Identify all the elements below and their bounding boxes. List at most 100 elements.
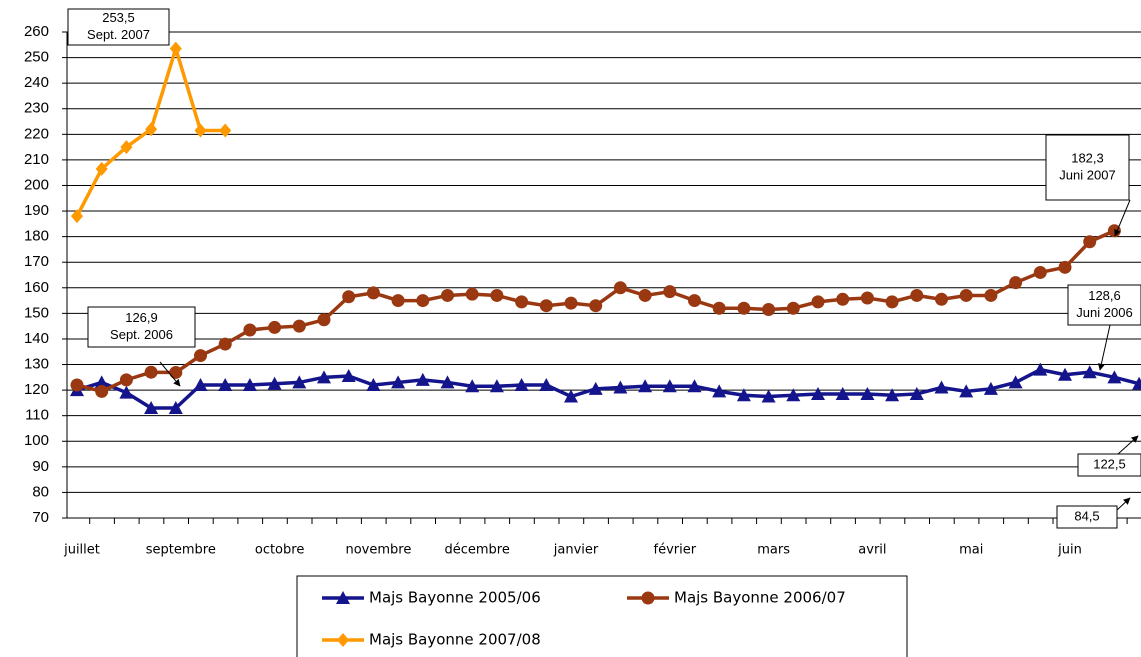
marker <box>761 389 776 403</box>
annotation-text: 182,3 <box>1071 150 1104 165</box>
marker <box>1009 276 1023 290</box>
marker <box>514 377 529 391</box>
y-tick-label: 250 <box>24 49 49 66</box>
marker <box>638 288 652 302</box>
marker <box>1082 365 1097 379</box>
y-tick-label: 120 <box>24 381 49 398</box>
annotation-box <box>67 8 170 46</box>
marker <box>440 375 455 389</box>
x-tick-label: janvier <box>553 543 599 558</box>
marker <box>564 296 578 310</box>
marker <box>910 288 924 302</box>
annotation-text: 122,5 <box>1093 456 1126 471</box>
annotation-arrow <box>1114 199 1131 237</box>
y-tick-label: 130 <box>24 355 49 372</box>
marker <box>120 140 133 155</box>
marker <box>539 377 554 391</box>
marker <box>415 372 430 386</box>
marker <box>1058 260 1072 274</box>
annotation-box <box>87 306 196 348</box>
y-tick-label: 70 <box>32 509 49 526</box>
marker <box>465 379 480 393</box>
marker <box>144 365 158 379</box>
marker <box>342 290 356 304</box>
marker <box>984 288 998 302</box>
marker <box>267 376 282 390</box>
y-tick-label: 260 <box>24 23 49 40</box>
marker <box>71 209 83 224</box>
marker <box>641 591 655 605</box>
marker <box>193 377 208 391</box>
annotation-text: Juni 2006 <box>1076 305 1132 320</box>
annotation-box <box>1077 453 1141 477</box>
marker <box>786 301 800 315</box>
annotation-text: 126,9 <box>125 310 158 325</box>
x-tick-label: mai <box>959 543 983 558</box>
marker <box>391 375 406 389</box>
marker <box>292 319 306 333</box>
marker <box>218 377 233 391</box>
x-tick-label: septembre <box>146 543 216 558</box>
x-tick-label: février <box>654 543 697 558</box>
annotation-box <box>1067 284 1141 326</box>
legend-label: Majs Bayonne 2006/07 <box>674 589 846 607</box>
marker <box>786 388 801 402</box>
x-tick-label: novembre <box>345 543 411 558</box>
x-tick-label: mars <box>757 543 790 558</box>
marker <box>490 288 504 302</box>
marker <box>564 389 578 403</box>
marker <box>860 386 875 400</box>
marker <box>317 313 331 327</box>
marker <box>70 378 84 392</box>
series-line <box>76 367 1140 410</box>
marker <box>292 375 307 389</box>
marker <box>983 381 998 395</box>
marker <box>144 401 159 415</box>
marker <box>194 123 207 138</box>
marker <box>194 349 207 363</box>
marker <box>489 379 504 393</box>
marker <box>835 386 850 400</box>
legend-label: Majs Bayonne 2007/08 <box>369 631 541 649</box>
marker <box>95 161 108 176</box>
marker <box>416 294 430 308</box>
y-tick-label: 240 <box>24 74 49 91</box>
marker <box>934 380 949 394</box>
marker <box>391 294 405 308</box>
y-tick-label: 190 <box>24 202 49 219</box>
x-tick-label: avril <box>858 543 886 558</box>
marker <box>1132 376 1141 390</box>
marker <box>663 285 677 299</box>
marker <box>1107 370 1122 384</box>
marker <box>95 384 109 398</box>
y-tick-label: 140 <box>24 330 49 347</box>
marker <box>168 401 183 415</box>
annotation-arrow <box>1117 435 1139 455</box>
marker <box>336 591 350 604</box>
legend-box <box>296 575 908 657</box>
marker <box>737 301 751 315</box>
x-tick-label: décembre <box>445 543 510 558</box>
marker <box>119 373 133 387</box>
marker <box>638 379 653 393</box>
marker <box>145 122 158 137</box>
marker <box>366 286 380 300</box>
marker <box>935 292 948 306</box>
marker <box>662 379 677 393</box>
marker <box>218 337 232 351</box>
marker <box>366 377 381 391</box>
marker <box>613 281 627 295</box>
y-tick-label: 170 <box>24 253 49 270</box>
y-tick-label: 220 <box>24 125 49 142</box>
marker <box>169 365 183 379</box>
marker <box>337 633 349 647</box>
marker <box>762 303 776 317</box>
y-tick-label: 80 <box>32 483 49 500</box>
marker <box>1058 367 1072 381</box>
marker <box>860 291 874 305</box>
marker <box>441 288 454 302</box>
legend-label: Majs Bayonne 2005/06 <box>369 589 541 607</box>
marker <box>1083 235 1097 249</box>
